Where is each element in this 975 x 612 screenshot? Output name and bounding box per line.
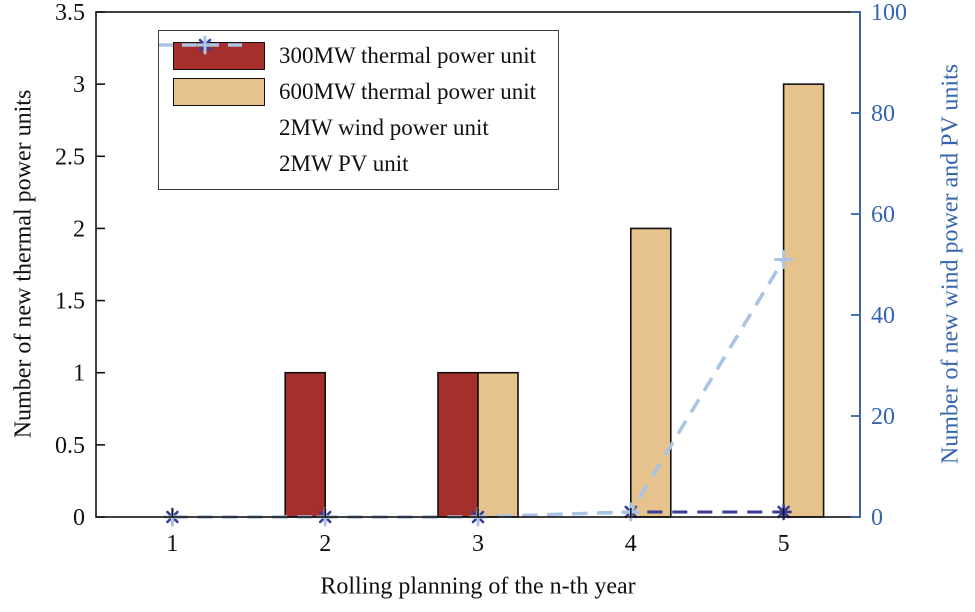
legend-sample-wind [159,36,265,142]
legend-item-pv: 2MW PV unit [159,35,536,178]
x-tick-label-1: 1 [166,531,178,557]
x-tick-label-5: 5 [778,531,790,557]
bar-300mw-year-2 [284,371,327,518]
legend-item-wind: 2MW wind power unit [159,36,536,142]
legend-swatch-600mw-thermal [173,78,265,106]
bar-300mw-year-3 [437,371,479,518]
legend-sample-pv [159,35,265,178]
legend-item-300mw-thermal: 300MW thermal power unit [173,42,536,70]
legend-item-600mw-thermal: 600MW thermal power unit [173,78,536,106]
legend: 300MW thermal power unit 600MW thermal po… [158,30,559,190]
left-tick-label-1.5: 1.5 [55,289,85,315]
legend-sample-600mw-thermal [173,78,265,106]
right-tick-label-100: 100 [871,0,907,26]
x-tick-label-4: 4 [625,531,637,557]
x-tick-label-2: 2 [319,531,331,557]
bar-600mw-year-5 [782,83,825,518]
left-tick-label-0: 0 [73,505,85,531]
legend-label-wind: 2MW wind power unit [279,115,489,140]
left-tick-label-0.5: 0.5 [55,433,85,459]
right-tick-label-60: 60 [871,202,895,228]
left-tick-label-1: 1 [73,361,85,387]
bar-600mw-year-3 [477,371,519,518]
left-tick-label-2.5: 2.5 [55,144,85,170]
x-tick-label-3: 3 [472,531,484,557]
right-tick-label-0: 0 [871,505,883,531]
bar-600mw-year-4 [629,227,672,518]
legend-label-pv: 2MW PV unit [279,151,409,176]
right-tick-label-20: 20 [871,404,895,430]
right-tick-label-80: 80 [871,101,895,127]
x-axis-title: Rolling planning of the n-th year [320,573,636,600]
right-axis-title: Number of new wind power and PV units [937,63,964,465]
legend-line-sample-pv [159,35,251,55]
right-tick-label-40: 40 [871,303,895,329]
left-tick-label-3: 3 [73,72,85,98]
legend-label-600mw-thermal: 600MW thermal power unit [279,79,536,104]
left-axis-title: Number of new thermal power units [10,89,37,439]
legend-label-300mw-thermal: 300MW thermal power unit [279,43,536,68]
legend-marker-pv [195,35,215,55]
left-tick-label-2: 2 [73,216,85,242]
left-tick-label-3.5: 3.5 [55,0,85,26]
marker-pv-year-5 [774,249,794,269]
